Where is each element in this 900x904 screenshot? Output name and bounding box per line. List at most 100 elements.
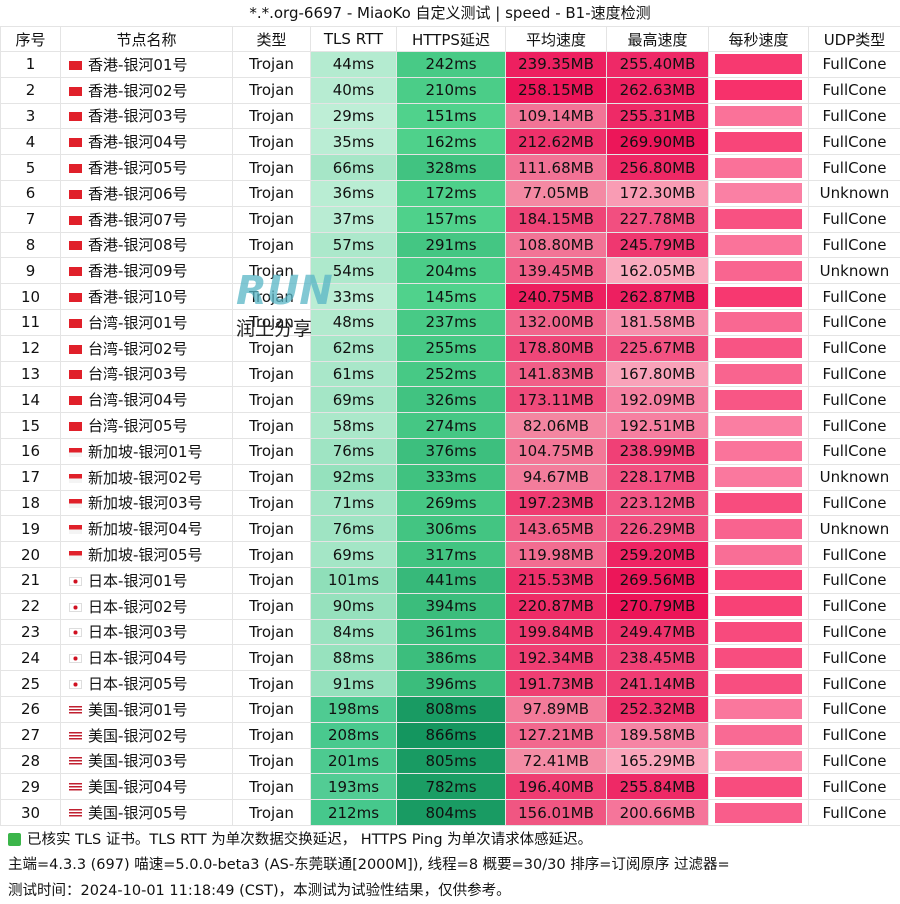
max-speed-cell: 165.29MB: [607, 748, 709, 774]
tls-rtt-cell: 35ms: [311, 129, 397, 155]
https-cell: 333ms: [397, 464, 506, 490]
speed-graph: [715, 596, 802, 616]
speed-graph: [715, 467, 802, 487]
speed-graph: [715, 545, 802, 565]
max-speed-cell: 252.32MB: [607, 696, 709, 722]
type-cell: Trojan: [233, 413, 311, 439]
https-cell: 162ms: [397, 129, 506, 155]
avg-speed-cell: 94.67MB: [506, 464, 607, 490]
https-cell: 237ms: [397, 309, 506, 335]
name-cell: 日本-银河04号: [61, 645, 233, 671]
speed-graph: [715, 312, 802, 332]
node-name: 台湾-银河05号: [88, 417, 188, 435]
index-cell: 13: [1, 361, 61, 387]
speed-graph-cell: [709, 619, 809, 645]
flag-icon: [69, 138, 82, 147]
type-cell: Trojan: [233, 180, 311, 206]
max-speed-cell: 256.80MB: [607, 155, 709, 181]
node-name: 香港-银河03号: [88, 107, 188, 125]
name-cell: 美国-银河05号: [61, 800, 233, 826]
speed-graph-cell: [709, 593, 809, 619]
udp-cell: FullCone: [809, 696, 900, 722]
speed-graph: [715, 183, 802, 203]
max-speed-cell: 167.80MB: [607, 361, 709, 387]
speed-graph: [715, 416, 802, 436]
node-name: 香港-银河05号: [88, 159, 188, 177]
speed-graph-cell: [709, 490, 809, 516]
https-cell: 376ms: [397, 438, 506, 464]
https-cell: 269ms: [397, 490, 506, 516]
name-cell: 美国-银河03号: [61, 748, 233, 774]
name-cell: 日本-银河03号: [61, 619, 233, 645]
footer-line: 已核实 TLS 证书。TLS RTT 为单次数据交换延迟， HTTPS Ping…: [8, 828, 900, 854]
index-cell: 6: [1, 180, 61, 206]
max-speed-cell: 225.67MB: [607, 335, 709, 361]
avg-speed-cell: 72.41MB: [506, 748, 607, 774]
index-cell: 21: [1, 567, 61, 593]
avg-speed-cell: 82.06MB: [506, 413, 607, 439]
speed-graph-cell: [709, 361, 809, 387]
speed-graph-cell: [709, 258, 809, 284]
max-speed-cell: 262.87MB: [607, 284, 709, 310]
max-speed-cell: 245.79MB: [607, 232, 709, 258]
node-name: 日本-银河05号: [88, 675, 188, 693]
https-cell: 361ms: [397, 619, 506, 645]
https-cell: 804ms: [397, 800, 506, 826]
index-cell: 27: [1, 722, 61, 748]
max-speed-cell: 269.90MB: [607, 129, 709, 155]
udp-cell: FullCone: [809, 671, 900, 697]
speed-graph: [715, 235, 802, 255]
udp-cell: FullCone: [809, 593, 900, 619]
name-cell: 新加坡-银河05号: [61, 542, 233, 568]
type-cell: Trojan: [233, 103, 311, 129]
node-name: 台湾-银河04号: [88, 391, 188, 409]
name-cell: 新加坡-银河04号: [61, 516, 233, 542]
type-cell: Trojan: [233, 645, 311, 671]
type-cell: Trojan: [233, 155, 311, 181]
index-cell: 2: [1, 77, 61, 103]
tls-rtt-cell: 212ms: [311, 800, 397, 826]
type-cell: Trojan: [233, 671, 311, 697]
index-cell: 29: [1, 774, 61, 800]
column-header: UDP类型: [809, 27, 900, 52]
node-name: 台湾-银河02号: [88, 340, 188, 358]
speed-graph-cell: [709, 284, 809, 310]
avg-speed-cell: 132.00MB: [506, 309, 607, 335]
udp-cell: FullCone: [809, 232, 900, 258]
name-cell: 香港-银河05号: [61, 155, 233, 181]
speed-graph: [715, 777, 802, 797]
avg-speed-cell: 191.73MB: [506, 671, 607, 697]
node-name: 美国-银河01号: [88, 701, 188, 719]
flag-icon: [69, 499, 82, 508]
max-speed-cell: 181.58MB: [607, 309, 709, 335]
name-cell: 香港-银河10号: [61, 284, 233, 310]
avg-speed-cell: 77.05MB: [506, 180, 607, 206]
speed-graph: [715, 287, 802, 307]
udp-cell: FullCone: [809, 438, 900, 464]
speed-graph-cell: [709, 52, 809, 78]
flag-icon: [69, 422, 82, 431]
index-cell: 11: [1, 309, 61, 335]
speed-graph: [715, 751, 802, 771]
https-cell: 252ms: [397, 361, 506, 387]
https-cell: 782ms: [397, 774, 506, 800]
type-cell: Trojan: [233, 335, 311, 361]
speed-graph-cell: [709, 180, 809, 206]
index-cell: 25: [1, 671, 61, 697]
name-cell: 日本-银河02号: [61, 593, 233, 619]
name-cell: 香港-银河02号: [61, 77, 233, 103]
max-speed-cell: 255.31MB: [607, 103, 709, 129]
flag-icon: [69, 783, 82, 792]
flag-icon: [69, 345, 82, 354]
https-cell: 210ms: [397, 77, 506, 103]
avg-speed-cell: 197.23MB: [506, 490, 607, 516]
node-name: 新加坡-银河01号: [88, 443, 203, 461]
index-cell: 15: [1, 413, 61, 439]
name-cell: 日本-银河05号: [61, 671, 233, 697]
tls-rtt-cell: 193ms: [311, 774, 397, 800]
